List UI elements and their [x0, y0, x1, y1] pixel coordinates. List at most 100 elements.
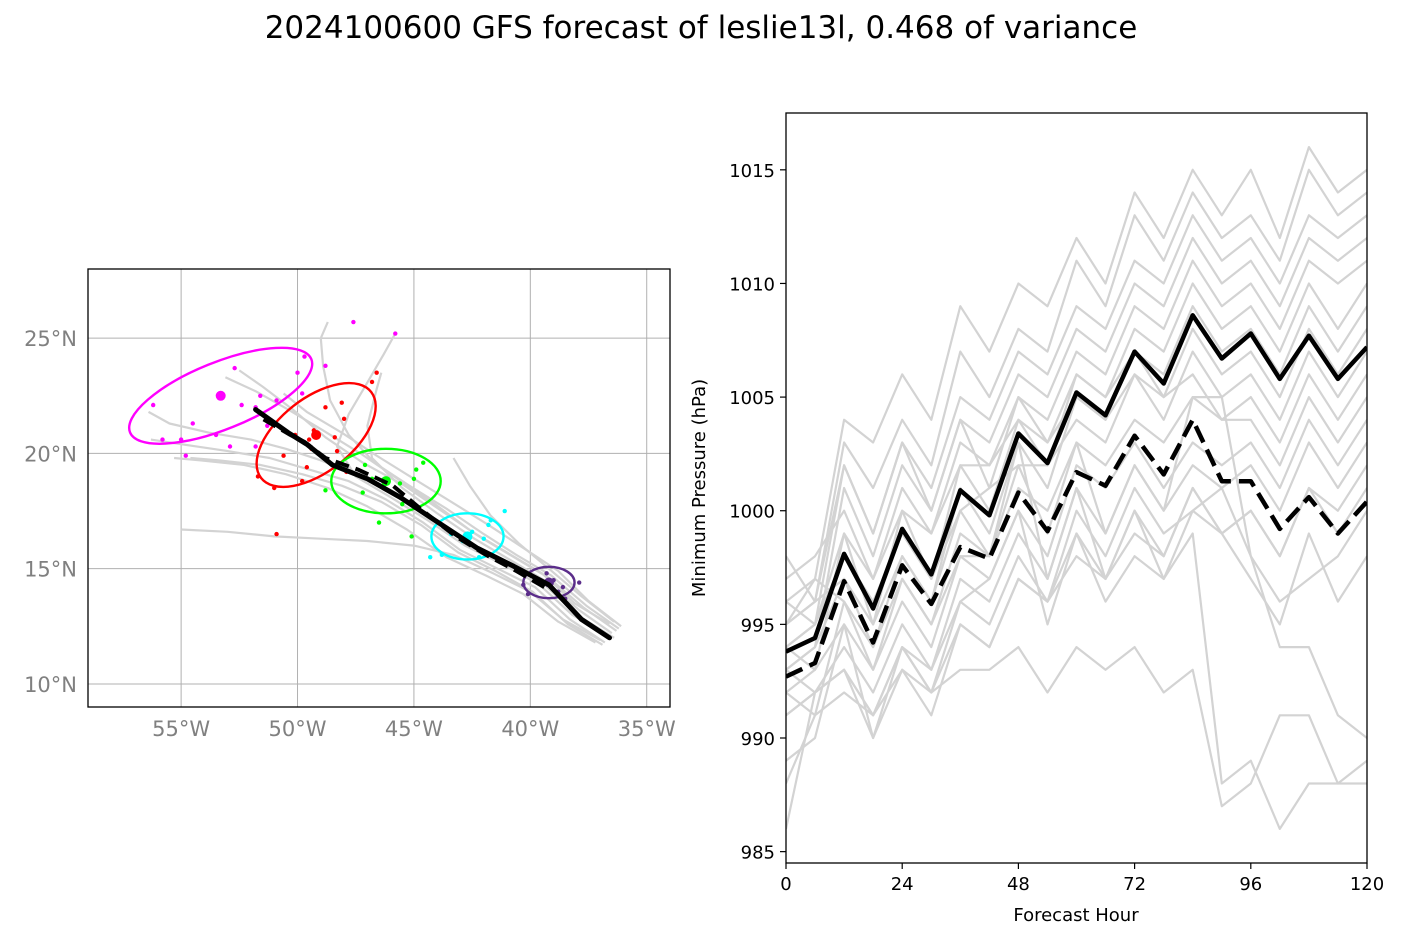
pressure-mean-line: [786, 313, 1367, 654]
track-map-panel: 55°W 50°W 45°W 40°W 35°W 10°N 15°N 20°N 25°N: [24, 268, 676, 741]
x-tick-label: 24: [891, 874, 914, 895]
map-x-tick-label: 35°W: [618, 717, 676, 741]
map-y-tick-label: 10°N: [24, 673, 77, 697]
ensemble-position-point: [414, 467, 419, 472]
ensemble-position-point: [393, 331, 398, 336]
x-tick-label: 72: [1123, 874, 1146, 895]
ensemble-position-point: [274, 398, 279, 403]
map-tick-labels: 55°W 50°W 45°W 40°W 35°W 10°N 15°N 20°N 25°N: [24, 327, 676, 741]
ensemble-position-point: [481, 536, 486, 541]
ensemble-position-point: [376, 520, 382, 525]
pressure-ensemble-line: [786, 486, 1367, 830]
ensemble-position-point: [299, 478, 305, 484]
map-x-tick-label: 50°W: [269, 717, 327, 741]
ensemble-position-point: [304, 465, 310, 470]
ensemble-track-line: [150, 438, 606, 644]
pressure-ticks: 0 24 48 72 96 120 985 990 995 1000 1005 1010 1015: [729, 161, 1384, 895]
ensemble-position-point: [421, 460, 426, 465]
ensemble-position-point: [397, 481, 403, 486]
pressure-mean-dashed-line: [786, 417, 1367, 679]
pressure-frame: [785, 112, 1368, 864]
y-tick-label: 1010: [729, 274, 775, 295]
ensemble-position-point: [400, 501, 405, 507]
y-axis-label: Minimum Pressure (hPa): [689, 379, 710, 597]
uncertainty-ellipse: [430, 512, 505, 561]
uncertainty-ellipse: [127, 346, 314, 445]
map-frame: [87, 268, 671, 708]
ensemble-position-point: [544, 571, 549, 576]
map-y-tick-label: 25°N: [24, 327, 77, 351]
ensemble-position-point: [369, 379, 375, 385]
pressure-ensemble-line: [786, 645, 1367, 808]
ensemble-position-point: [258, 393, 263, 398]
ensemble-position-point: [362, 462, 368, 468]
map-y-tick-label: 15°N: [24, 558, 77, 582]
map-x-tick-label: 40°W: [501, 717, 559, 741]
ensemble-position-point: [323, 405, 328, 410]
ensemble-position-point: [299, 391, 305, 396]
ensemble-position-point: [560, 584, 566, 590]
ensemble-position-point: [253, 444, 258, 449]
ensemble-track-line: [238, 369, 618, 632]
ensemble-position-point: [302, 354, 307, 359]
x-tick-label: 96: [1239, 874, 1262, 895]
ensemble-position-point: [502, 508, 507, 514]
mean-track-line: [253, 407, 612, 641]
ensemble-position-point: [295, 370, 300, 375]
ensemble-position-point: [160, 437, 165, 442]
y-tick-label: 1015: [729, 161, 775, 182]
mean-tracks: [253, 407, 612, 641]
x-axis-label: Forecast Hour: [1013, 905, 1139, 926]
pressure-ensemble-line: [786, 418, 1367, 671]
ensemble-position-point: [374, 370, 379, 375]
ensemble-track-line: [174, 456, 597, 644]
pressure-ensemble-line: [786, 168, 1367, 626]
ellipse-center-point: [311, 429, 322, 440]
ellipse-center-point: [215, 390, 226, 401]
y-tick-label: 1000: [729, 502, 775, 523]
pressure-chart-panel: 0 24 48 72 96 120 985 990 995 1000 1005 1010 1015 Fo…: [689, 112, 1384, 926]
uncertainty-ellipse: [330, 447, 442, 515]
map-x-tick-label: 55°W: [152, 717, 210, 741]
pressure-ensemble-line: [786, 350, 1367, 603]
ensemble-position-point: [150, 402, 156, 408]
x-tick-label: 48: [1007, 874, 1030, 895]
pressure-ensemble-line: [786, 396, 1367, 717]
ensemble-position-point: [239, 402, 244, 408]
y-tick-label: 995: [741, 615, 775, 636]
ensemble-position-point: [360, 490, 365, 495]
pressure-ensemble-line: [786, 509, 1367, 831]
ensemble-position-point: [265, 423, 270, 428]
pressure-ensemble-lines: [786, 146, 1367, 831]
x-tick-label: 120: [1350, 874, 1384, 895]
uncertainty-ellipse: [522, 565, 576, 600]
ensemble-position-point: [351, 319, 356, 325]
pressure-ensemble-line: [786, 146, 1367, 603]
ensemble-position-point: [341, 416, 347, 422]
ensemble-position-point: [323, 363, 328, 369]
ensemble-position-point: [323, 488, 328, 493]
y-tick-label: 990: [741, 729, 775, 750]
figure-title: 2024100600 GFS forecast of leslie13l, 0.…: [264, 10, 1138, 46]
y-tick-label: 985: [741, 843, 775, 864]
ensemble-position-point: [232, 365, 237, 371]
pressure-ensemble-line: [786, 259, 1367, 694]
ensemble-position-point: [411, 476, 417, 481]
ensemble-position-point: [428, 554, 433, 560]
map-y-tick-label: 20°N: [24, 442, 77, 466]
ensemble-position-point: [306, 437, 312, 442]
x-tick-label: 0: [780, 874, 791, 895]
ensemble-position-point: [281, 453, 286, 458]
ensemble-track-line: [452, 457, 615, 623]
y-tick-label: 1005: [729, 388, 775, 409]
ensemble-position-point: [486, 522, 491, 528]
pressure-mean-lines: [786, 313, 1367, 679]
ensemble-position-point: [332, 435, 337, 440]
ensemble-position-point: [334, 448, 340, 454]
ensemble-position-point: [577, 580, 582, 585]
ensemble-position-point: [227, 444, 233, 449]
ensemble-position-point: [190, 421, 195, 426]
map-x-tick-label: 45°W: [385, 717, 443, 741]
ensemble-track-line: [282, 392, 622, 628]
